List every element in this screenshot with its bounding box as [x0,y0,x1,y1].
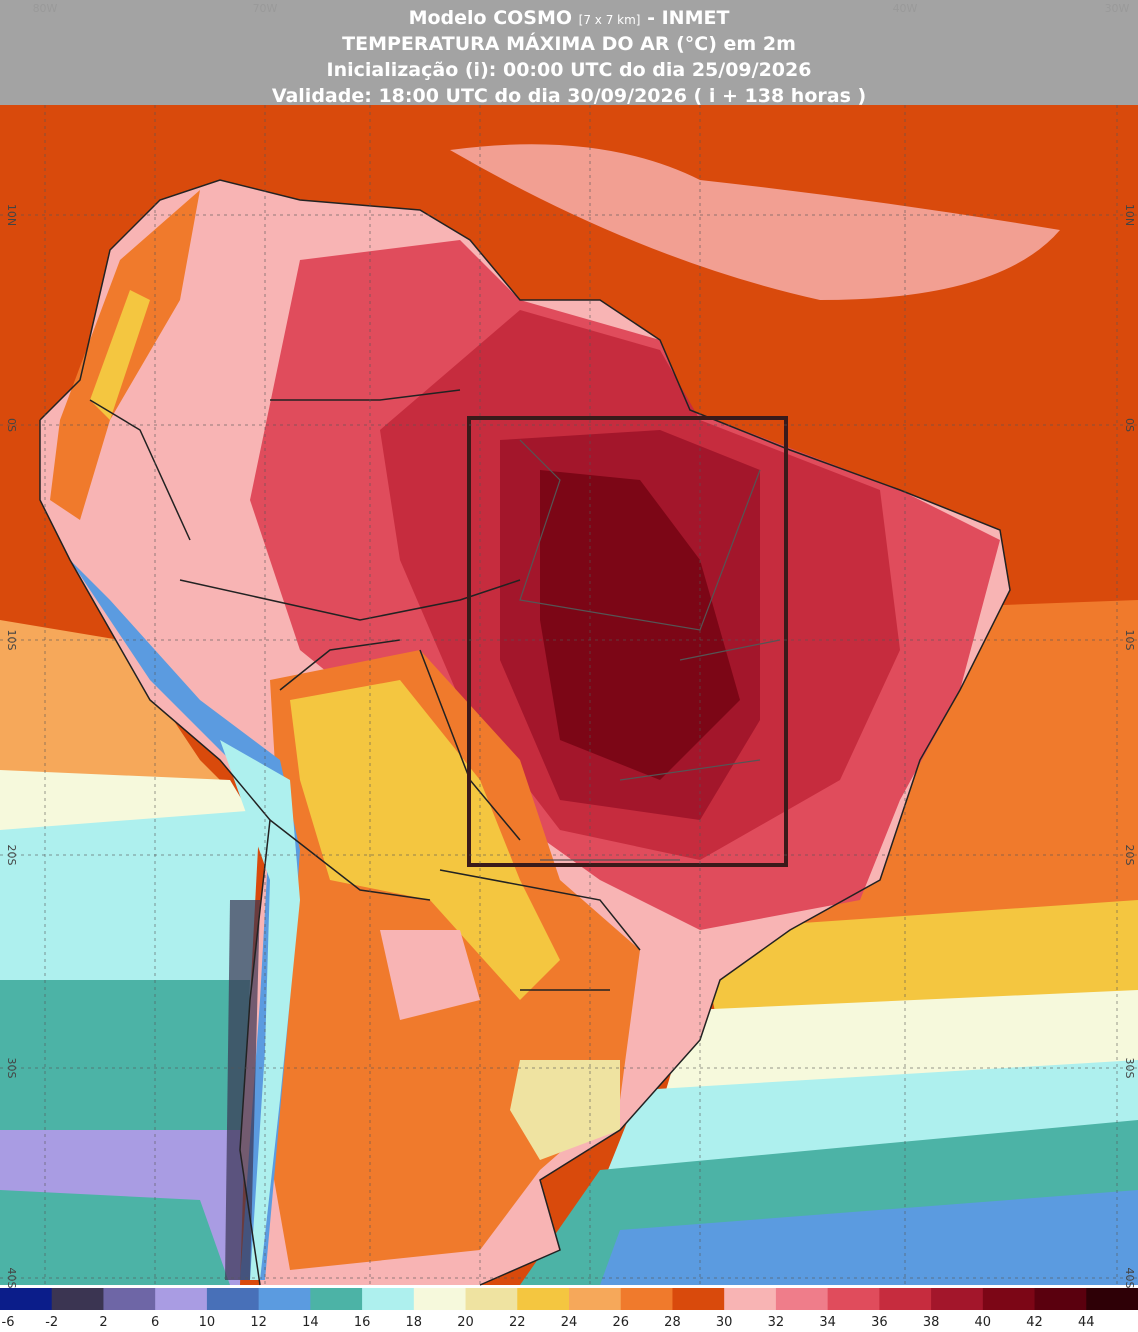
lat-label: 10N [5,204,18,226]
title-part: [7 x 7 km] [579,13,641,27]
colorbar-swatch [724,1288,777,1310]
ocean-patch [450,144,1060,300]
ocean-band [0,620,240,800]
colorbar-label: 16 [354,1315,371,1330]
lat-label: 0S [5,418,18,432]
map: 80W70W40W30W10N10N0S0S10S10S20S20S30S30S… [0,2,1138,1289]
header-band [0,0,1138,105]
ocean-band [0,810,260,1000]
colorbar-swatch [465,1288,518,1310]
colorbar-swatch [879,1288,932,1310]
andes [220,740,300,1280]
colorbar-label: 22 [509,1315,526,1330]
colorbar-label: 32 [768,1315,785,1330]
ocean-band [600,1190,1138,1285]
colorbar-swatch [775,1288,829,1310]
colorbar-swatch [517,1288,570,1310]
colorbar-label: 38 [923,1315,940,1330]
colorbar-swatch [310,1288,363,1310]
temperature-region [290,680,560,1000]
andes [90,290,150,420]
colorbar-swatch [569,1288,622,1310]
temperature-region [510,1060,620,1160]
colorbar-label: 18 [406,1315,423,1330]
title-line: Inicialização (i): 00:00 UTC do dia 25/0… [327,59,812,81]
colorbar-label: 26 [612,1315,629,1330]
highlight-box [467,416,788,867]
lat-label: 0S [1123,418,1136,432]
colorbar-label: -6 [2,1315,15,1330]
ocean-band [0,980,250,1150]
colorbar-swatch [827,1288,880,1310]
colorbar-swatch [155,1288,208,1310]
colorbar-swatch [206,1288,260,1310]
colorbar-label: 6 [151,1315,159,1330]
colorbar-swatch [0,1288,53,1310]
colorbar-swatch [620,1288,673,1310]
lat-label: 40S [5,1268,18,1289]
temperature-region [380,930,480,1020]
colorbar-label: 24 [561,1315,578,1330]
colorbar-label: 36 [871,1315,888,1330]
colorbar-swatch [258,1288,311,1310]
colorbar-label: 42 [1026,1315,1043,1330]
lat-label: 10N [1123,204,1136,226]
colorbar-label: 30 [716,1315,733,1330]
colorbar-swatch [1034,1288,1087,1310]
lat-label: 20S [1123,845,1136,866]
colorbar-swatch [103,1288,156,1310]
colorbar-swatch [931,1288,984,1310]
state-borders [519,439,781,861]
colorbar-swatch [982,1288,1036,1310]
coastline [39,179,1011,1286]
colorbar-label: 40 [975,1315,992,1330]
colorbar-swatch [672,1288,725,1310]
title-part: - INMET [647,7,729,29]
colorbar-label: 12 [250,1315,267,1330]
lat-label: 10S [1123,630,1136,651]
title-part: Modelo COSMO [409,7,572,29]
andes [70,560,300,1280]
colorbar-label: 2 [99,1315,107,1330]
colorbar-label: 20 [457,1315,474,1330]
colorbar-label: 28 [664,1315,681,1330]
lat-label: 20S [5,845,18,866]
colorbar-swatch [362,1288,415,1310]
colorbar-label: 44 [1078,1315,1095,1330]
colorbar-label: 14 [302,1315,319,1330]
colorbar-swatch [51,1288,104,1310]
colorbar: -6 -2 2 6 10 12 14 16 18 20 22 24 26 28 30 32 34 36 38 40 42… [0,1288,1138,1330]
lat-label: 10S [5,630,18,651]
title-line: Modelo COSMO [7 x 7 km] - INMET [409,7,730,29]
title-line: TEMPERATURA MÁXIMA DO AR (°C) em 2m [342,32,796,55]
colorbar-label: 34 [819,1315,836,1330]
title-line: Validade: 18:00 UTC do dia 30/09/2026 ( … [272,85,866,107]
colorbar-label: -2 [45,1315,58,1330]
colorbar-swatch [413,1288,467,1310]
colorbar-label: 10 [199,1315,216,1330]
lat-label: 30S [5,1058,18,1079]
lat-label: 40S [1123,1268,1136,1289]
ocean-band [0,1190,230,1285]
colorbar-swatch [1086,1288,1138,1310]
lat-label: 30S [1123,1058,1136,1079]
